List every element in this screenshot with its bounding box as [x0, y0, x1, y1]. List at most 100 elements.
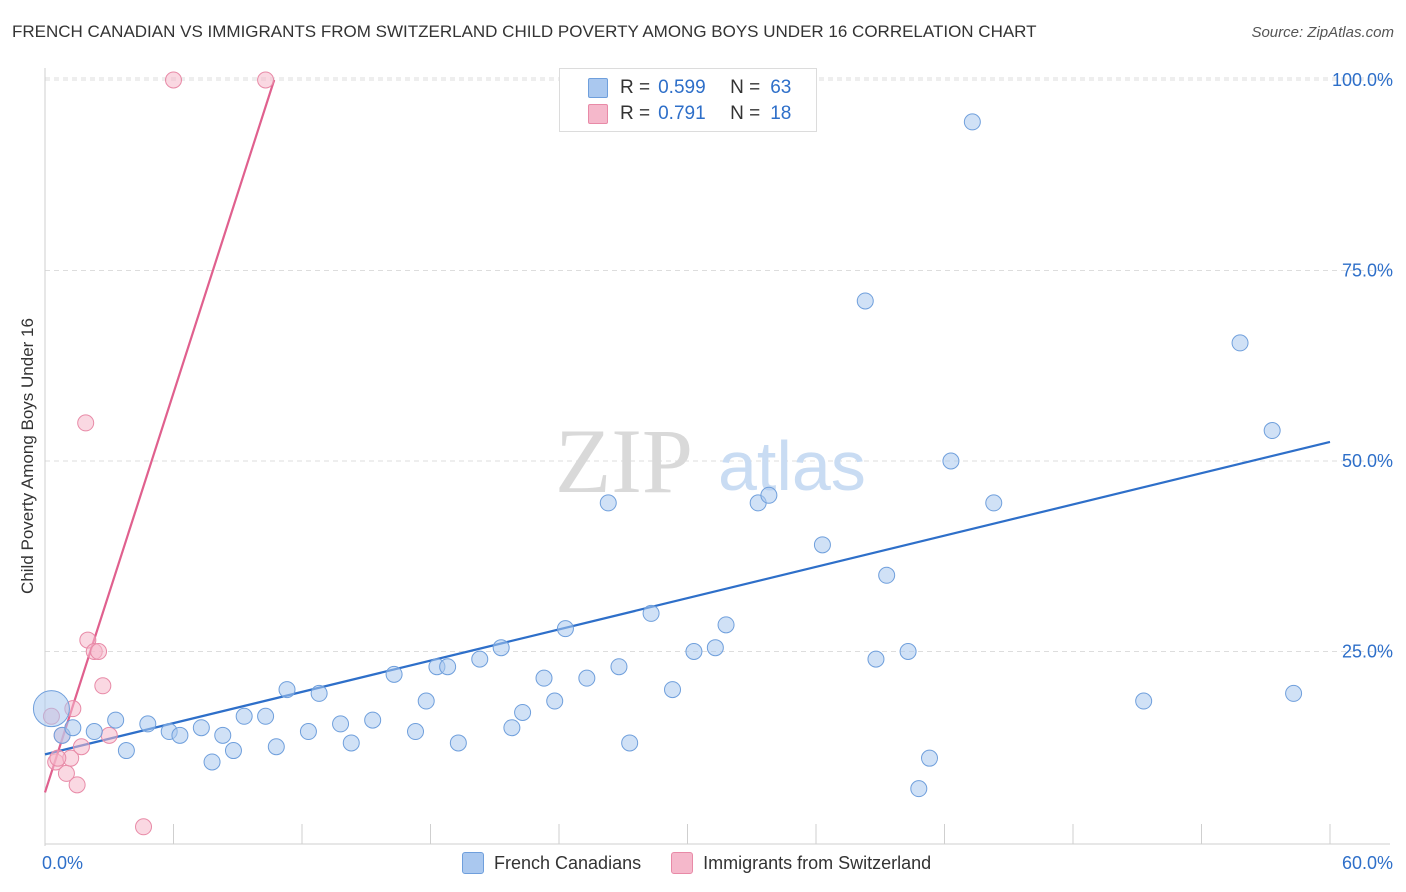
watermark: ZIP atlas	[555, 410, 866, 512]
x-tick-label-min: 0.0%	[42, 853, 83, 873]
data-point-french-canadians	[546, 692, 564, 710]
data-point-french-canadians	[85, 723, 103, 741]
data-point-french-canadians	[235, 707, 253, 725]
source-label: Source: ZipAtlas.com	[1251, 24, 1394, 41]
data-point-french-canadians	[556, 620, 574, 638]
data-point-immigrants-from-switzerland	[135, 818, 153, 836]
data-point-immigrants-from-switzerland	[257, 71, 275, 89]
data-point-french-canadians	[385, 665, 403, 683]
data-point-immigrants-from-switzerland	[90, 643, 108, 660]
data-point-french-canadians	[1231, 334, 1249, 352]
data-point-french-canadians	[717, 616, 735, 634]
data-point-french-canadians	[963, 113, 981, 131]
series-french-canadians	[32, 113, 1303, 798]
data-point-immigrants-from-switzerland	[94, 677, 112, 695]
legend-swatch-blue	[588, 78, 608, 98]
data-point-french-canadians	[610, 658, 628, 676]
data-point-french-canadians	[267, 738, 285, 756]
legend-swatch-pink	[671, 852, 694, 874]
data-point-french-canadians	[364, 711, 382, 729]
data-point-french-canadians	[642, 604, 660, 622]
legend-item-immigrants-from-switzerland[interactable]: Immigrants from Switzerland	[671, 852, 931, 874]
legend-swatch-blue	[462, 852, 484, 874]
data-point-french-canadians	[449, 734, 467, 752]
data-point-french-canadians	[214, 726, 232, 744]
chart-title: FRENCH CANADIAN VS IMMIGRANTS FROM SWITZ…	[12, 22, 1037, 41]
data-point-french-canadians	[299, 723, 317, 741]
data-point-french-canadians	[192, 719, 210, 737]
legend-n-label: N =	[730, 77, 761, 98]
data-point-french-canadians	[107, 711, 125, 729]
data-point-french-canadians	[514, 703, 532, 721]
data-point-french-canadians	[985, 494, 1003, 512]
data-point-french-canadians	[910, 780, 928, 798]
legend-n-value: 63	[770, 77, 792, 98]
tick-labels: 25.0% 50.0% 75.0% 100.0% 0.0% 60.0%	[42, 70, 1393, 873]
y-tick-label: 25.0%	[1342, 642, 1393, 662]
data-point-french-canadians	[64, 719, 82, 737]
data-point-french-canadians	[332, 715, 350, 733]
correlation-legend: R = 0.599 N = 63 R = 0.791 N = 18	[559, 68, 817, 132]
data-point-immigrants-from-switzerland	[165, 71, 182, 89]
data-point-french-canadians	[203, 753, 221, 771]
y-tick-label: 50.0%	[1342, 451, 1393, 471]
data-point-french-canadians	[278, 681, 296, 699]
data-point-french-canadians	[856, 292, 874, 310]
data-point-french-canadians	[257, 707, 275, 725]
legend-r-label: R =	[620, 103, 651, 124]
data-point-french-canadians	[171, 726, 189, 744]
y-axis-title: Child Poverty Among Boys Under 16	[18, 318, 37, 594]
data-point-french-canadians	[942, 452, 960, 470]
series-legend: French Canadians Immigrants from Switzer…	[462, 852, 961, 874]
legend-label: Immigrants from Switzerland	[703, 852, 932, 873]
data-point-immigrants-from-switzerland	[77, 414, 95, 432]
data-point-french-canadians	[417, 692, 435, 710]
legend-n-label: N =	[730, 103, 761, 124]
data-point-french-canadians	[878, 566, 896, 584]
data-point-french-canadians	[503, 719, 521, 737]
legend-r-label: R =	[620, 77, 651, 98]
grid-lines	[45, 77, 1390, 652]
data-point-french-canadians	[117, 742, 135, 760]
data-point-french-canadians	[599, 494, 617, 512]
data-point-french-canadians	[899, 643, 917, 660]
legend-row-french-canadians: R = 0.599 N = 63	[560, 75, 791, 101]
y-tick-label: 75.0%	[1342, 261, 1393, 281]
legend-item-french-canadians[interactable]: French Canadians	[462, 852, 641, 874]
data-point-immigrants-from-switzerland	[100, 726, 118, 744]
data-point-french-canadians	[578, 669, 596, 687]
trend-line-immigrants-from-switzerland	[43, 79, 276, 793]
data-point-french-canadians	[224, 742, 242, 760]
legend-row-immigrants-from-switzerland: R = 0.791 N = 18	[560, 101, 791, 127]
data-point-french-canadians	[139, 715, 157, 733]
x-tick-label-max: 60.0%	[1342, 853, 1393, 873]
data-point-french-canadians	[471, 650, 489, 668]
data-point-french-canadians	[342, 734, 360, 752]
data-point-french-canadians	[621, 734, 639, 752]
data-point-french-canadians	[867, 650, 885, 668]
data-point-french-canadians	[1285, 684, 1303, 702]
data-point-french-canadians	[685, 643, 703, 660]
legend-r-value: 0.599	[658, 77, 706, 98]
legend-label: French Canadians	[494, 852, 642, 873]
y-tick-label: 100.0%	[1332, 70, 1393, 90]
watermark-atlas: atlas	[718, 427, 866, 505]
data-point-french-canadians	[760, 486, 778, 504]
legend-n-value: 18	[770, 103, 792, 124]
data-point-french-canadians	[706, 639, 724, 657]
trend-line-french-canadians	[44, 440, 1331, 756]
data-point-french-canadians	[492, 639, 510, 657]
data-point-immigrants-from-switzerland	[49, 749, 67, 767]
data-point-french-canadians	[1263, 422, 1281, 440]
data-point-french-canadians	[1135, 692, 1153, 710]
trend-lines	[43, 79, 1331, 793]
data-point-immigrants-from-switzerland	[72, 738, 90, 756]
data-point-french-canadians	[813, 536, 831, 554]
data-point-immigrants-from-switzerland	[68, 776, 86, 794]
data-point-french-canadians	[535, 669, 553, 687]
data-point-french-canadians	[32, 690, 70, 728]
data-point-french-canadians	[439, 658, 457, 676]
data-point-french-canadians	[310, 684, 328, 702]
legend-r-value: 0.791	[658, 103, 706, 124]
